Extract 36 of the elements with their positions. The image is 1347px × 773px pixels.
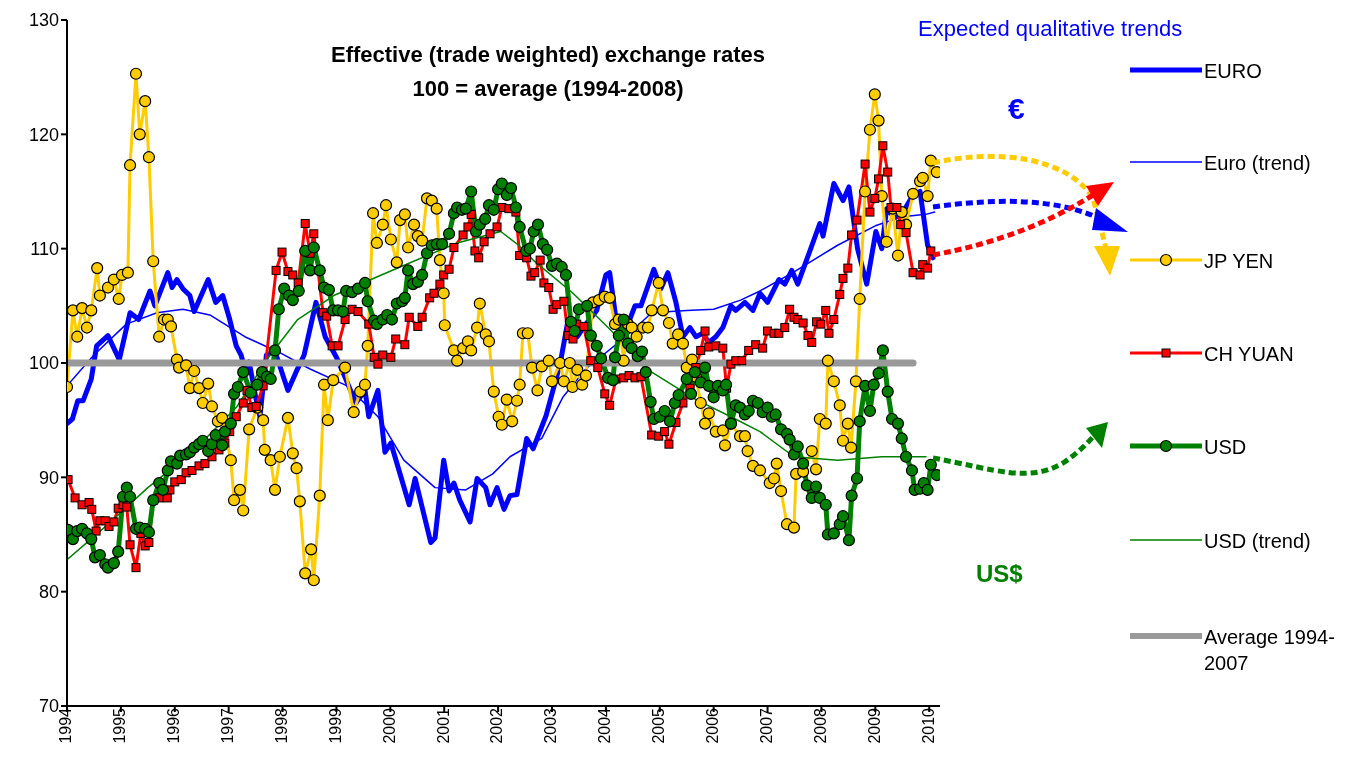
x-tick-label: 2000 <box>380 707 398 744</box>
x-tick-label: 1996 <box>165 707 183 744</box>
x-tick-label: 2010 <box>919 707 937 744</box>
legend-label: Average 1994-2007 <box>1204 625 1336 676</box>
legend-label: Euro (trend) <box>1204 151 1312 176</box>
x-tick-label: 2003 <box>542 707 560 744</box>
legend-label: USD <box>1204 435 1248 460</box>
text: 100 = average (1994-2008) <box>411 75 685 103</box>
x-tick-label: 1998 <box>272 707 290 744</box>
y-tick-label: 110 <box>30 239 59 260</box>
y-tick-label: 120 <box>28 124 59 145</box>
x-tick-label: 1994 <box>57 707 75 744</box>
legend-label: USD (trend) <box>1204 529 1312 554</box>
x-tick-label: 2004 <box>596 707 614 744</box>
y-tick-label: 90 <box>38 467 59 488</box>
y-tick-label: 130 <box>28 10 59 31</box>
text: US$ <box>976 560 1023 588</box>
x-tick-label: 2001 <box>434 707 452 744</box>
legend-label: JP YEN <box>1204 249 1275 274</box>
annotation: Expected qualitative trends <box>918 16 1183 42</box>
y-tick-label: 80 <box>38 582 59 603</box>
y-tick-label: 100 <box>28 353 59 374</box>
x-tick-label: 2008 <box>811 707 829 744</box>
x-tick-label: 1999 <box>326 707 344 744</box>
text: Effective (trade weighted) exchange rates <box>330 41 766 69</box>
x-tick-label: 2007 <box>757 707 775 744</box>
text: € <box>1008 92 1025 126</box>
x-tick-label: 2002 <box>488 707 506 744</box>
y-tick-label: 70 <box>38 696 59 717</box>
legend-label: CH YUAN <box>1204 342 1295 367</box>
x-tick-label: 2006 <box>704 707 722 744</box>
x-tick-label: 2005 <box>650 707 668 744</box>
x-tick-label: 1995 <box>111 707 129 744</box>
x-tick-label: 2009 <box>865 707 883 744</box>
x-tick-label: 1997 <box>219 707 237 744</box>
legend-label: EURO <box>1204 59 1263 84</box>
